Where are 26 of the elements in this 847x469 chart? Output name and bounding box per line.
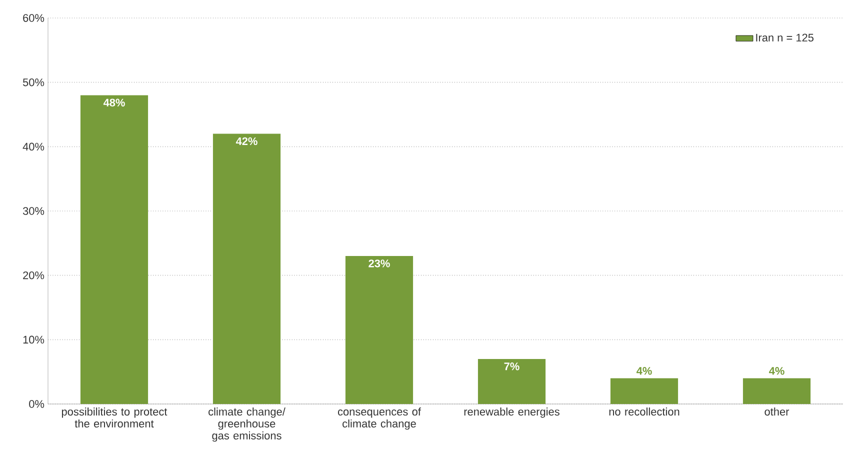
text: 7% [504, 362, 520, 370]
text: 48% [103, 98, 125, 106]
y-tick-label: 0% [29, 400, 44, 408]
y-tick-label: 20% [23, 271, 44, 280]
bar [345, 256, 414, 404]
bar [80, 95, 148, 404]
legend-label: Iran n = 125 [756, 34, 814, 42]
bar [478, 358, 546, 404]
y-tick-label: 60% [23, 14, 44, 22]
y-tick-label: 40% [22, 142, 44, 151]
x-tick-label: consequences of climate change [338, 408, 421, 430]
text: 42% [236, 137, 258, 146]
text: 23% [368, 260, 390, 268]
bar [212, 134, 281, 404]
x-tick-label: climate change/ greenhouse gas emissions [208, 408, 286, 442]
y-tick-label: 10% [23, 336, 44, 344]
x-tick-label: possibilities to protect the environment [62, 408, 168, 428]
x-tick-label: no recollection [609, 408, 680, 416]
y-tick-label: 50% [22, 78, 44, 86]
bar [742, 378, 811, 404]
x-tick-label: other [764, 408, 790, 416]
y-tick-label: 30% [22, 207, 44, 215]
bar [610, 378, 678, 404]
x-tick-label: renewable energies [464, 408, 560, 418]
text: 4% [636, 367, 652, 375]
text: 4% [769, 367, 784, 375]
